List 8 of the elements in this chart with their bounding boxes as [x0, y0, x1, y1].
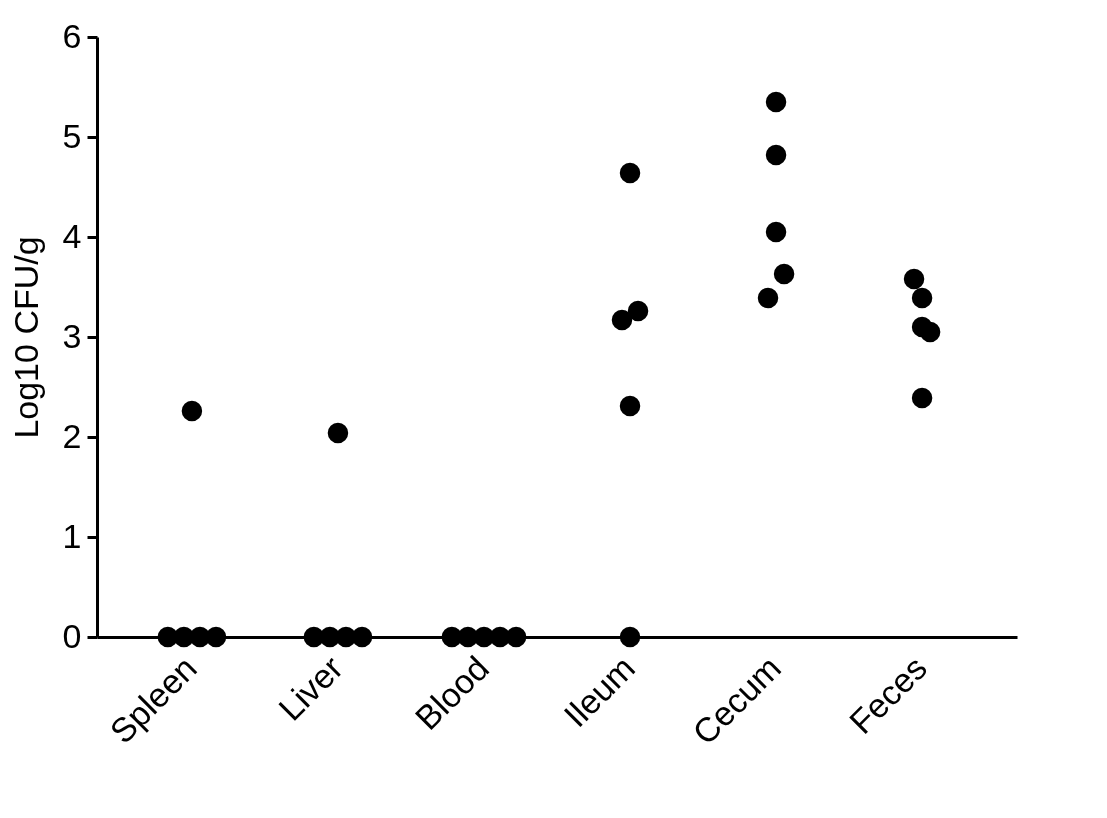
y-tick-label: 5 [62, 116, 82, 155]
y-tick-label: 1 [62, 516, 82, 555]
y-tick-label: 0 [62, 616, 82, 655]
y-tick-label: 6 [62, 16, 82, 55]
y-tick-label: 2 [62, 416, 82, 455]
y-tick-label: 4 [62, 216, 82, 255]
y-axis-title: Log10 CFU/g [6, 236, 45, 439]
y-tick-label: 3 [62, 316, 82, 355]
